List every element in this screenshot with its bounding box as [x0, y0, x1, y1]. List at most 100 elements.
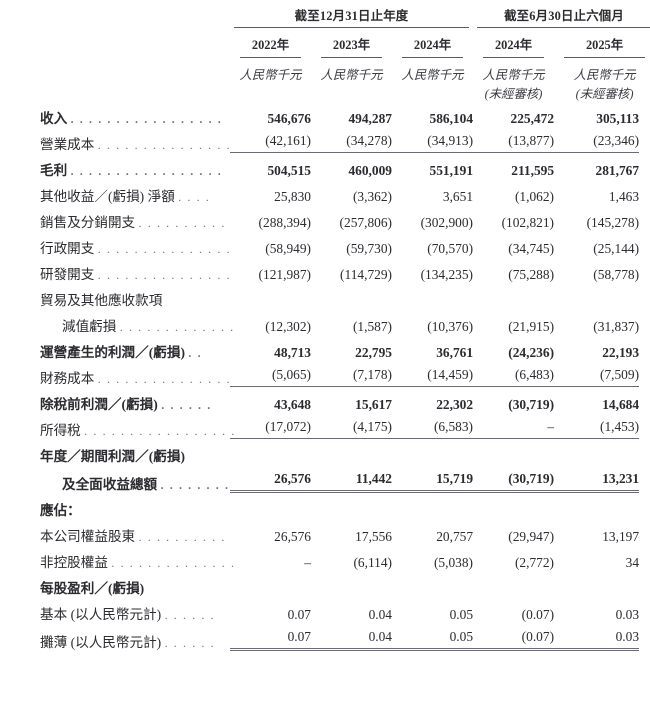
row-value-text: (75,288)	[508, 267, 555, 283]
row-label: 毛利 . . . . . . . . . . . . . . . . .	[0, 156, 230, 182]
row-value: 225,472	[473, 104, 555, 130]
row-value: 0.03	[554, 600, 650, 626]
row-value-text: 15,719	[392, 471, 474, 494]
header-col-year-2: 2024年	[392, 30, 473, 60]
row-value-text: 43,648	[274, 397, 311, 413]
row-label: 運營產生的利潤／(虧損) . .	[0, 338, 230, 364]
row-value-text: 504,515	[267, 163, 311, 179]
row-value-text: 0.04	[368, 607, 392, 623]
table-row: 其他收益／(虧損) 淨額 . . . . 25,830 (3,362) 3,651 (1…	[0, 182, 650, 208]
row-value-text: 20,757	[436, 529, 474, 545]
row-value: (34,745)	[473, 234, 554, 260]
header-corner-cell-3	[0, 60, 230, 104]
row-value: (2,772)	[473, 548, 554, 574]
row-value: 48,713	[230, 338, 311, 364]
header-group-halfyear-label: 截至6月30日止六個月	[477, 6, 650, 28]
row-value: (5,065)	[230, 364, 311, 390]
row-value-text: 13,231	[554, 471, 640, 494]
row-value: (134,235)	[392, 260, 473, 286]
row-value	[230, 496, 311, 522]
table-body: 收入 . . . . . . . . . . . . . . . . . 546,…	[0, 104, 650, 654]
row-value: 43,648	[230, 390, 311, 416]
row-value-text: (42,161)	[230, 133, 311, 154]
row-value-text: (114,729)	[340, 267, 392, 283]
row-value: (58,949)	[230, 234, 311, 260]
row-value: 22,795	[311, 338, 392, 364]
row-value: 13,231	[554, 468, 650, 496]
row-value-text: 305,113	[596, 111, 640, 127]
row-value-text: 546,676	[267, 111, 311, 127]
table-row: 減值虧損 . . . . . . . . . . . . . (12,302) (1…	[0, 312, 650, 338]
row-value-text: (134,235)	[420, 267, 474, 283]
row-value: (4,175)	[311, 416, 392, 442]
header-col-unit-0: 人民幣千元	[239, 68, 302, 82]
row-label: 減值虧損 . . . . . . . . . . . . .	[0, 312, 233, 338]
row-value-text: (59,730)	[346, 241, 392, 257]
table-row: 行政開支 . . . . . . . . . . . . . . . (58,94…	[0, 234, 650, 260]
row-value-text: 17,556	[355, 529, 392, 545]
row-value: 15,719	[392, 468, 474, 496]
table-row: 本公司權益股東 . . . . . . . . . . 26,576 17,556 2…	[0, 522, 650, 548]
row-value-text: 26,576	[230, 471, 311, 494]
row-value: (6,483)	[473, 364, 555, 390]
row-label: 及全面收益總額 . . . . . . . .	[0, 468, 230, 496]
row-value	[311, 496, 392, 522]
table-row: 每股盈利／(虧損)	[0, 574, 650, 600]
row-value-text: 460,009	[348, 163, 392, 179]
row-value: (0.07)	[473, 626, 555, 654]
row-label-text: 除稅前利潤／(虧損)	[40, 397, 158, 413]
row-label-text: 每股盈利／(虧損)	[40, 581, 145, 597]
table-row: 研發開支 . . . . . . . . . . . . . . . (121,9…	[0, 260, 650, 286]
row-value-text: (7,178)	[311, 367, 392, 388]
row-value-text: (13,877)	[473, 133, 555, 154]
row-label-text: 應佔：	[40, 503, 81, 519]
row-value-text: (5,038)	[433, 555, 474, 571]
row-value-text: 0.07	[230, 629, 311, 652]
row-leader-dots: . . . .	[178, 190, 211, 205]
header-col-unit-1: 人民幣千元	[320, 68, 383, 82]
row-leader-dots: . . . . . .	[164, 608, 216, 623]
row-value: (114,729)	[311, 260, 392, 286]
row-label-text: 所得稅	[40, 423, 81, 439]
row-value: (30,719)	[473, 468, 555, 496]
row-value: (12,302)	[230, 312, 311, 338]
row-value: 11,442	[311, 468, 392, 496]
row-value-text: (25,144)	[593, 241, 640, 257]
row-value-text: 25,830	[274, 189, 311, 205]
row-label-text: 本公司權益股東	[40, 529, 136, 545]
row-value-text: (70,570)	[427, 241, 474, 257]
row-value-text: (2,772)	[514, 555, 555, 571]
row-label: 年度／期間利潤／(虧損)	[0, 442, 230, 468]
row-value	[554, 442, 650, 468]
table-row: 運營產生的利潤／(虧損) . . 48,713 22,795 36,761 (24,23…	[0, 338, 650, 364]
row-value: –	[230, 548, 311, 574]
row-label-text: 其他收益／(虧損) 淨額	[40, 189, 175, 205]
row-leader-dots: . . . . . . . . . .	[138, 216, 226, 231]
row-leader-dots: . . . . . . . . . . . . . . .	[97, 268, 232, 283]
table-row: 年度／期間利潤／(虧損)	[0, 442, 650, 468]
table-header: 截至12月31日止年度 截至6月30日止六個月 2022年 2023年 2024…	[0, 0, 650, 104]
row-value: (257,806)	[311, 208, 392, 234]
row-value-text: 586,104	[429, 111, 474, 127]
row-value-text: 0.05	[449, 607, 474, 623]
row-value-text: 0.03	[615, 607, 640, 623]
header-group-years: 截至12月31日止年度	[230, 0, 473, 30]
row-value-text: 3,651	[442, 189, 474, 205]
row-value-text: (5,065)	[230, 367, 311, 388]
row-value-text: 22,302	[436, 397, 474, 413]
row-value-text: 36,761	[436, 345, 474, 361]
row-value: (42,161)	[230, 130, 311, 156]
row-leader-dots: . . . . . . . . . . . . . . .	[97, 242, 232, 257]
row-value: 26,576	[230, 522, 311, 548]
row-value	[392, 286, 473, 312]
row-value: 14,684	[554, 390, 650, 416]
table-row: 非控股權益 . . . . . . . . . . . . . . – (6,114…	[0, 548, 650, 574]
row-label: 研發開支 . . . . . . . . . . . . . . .	[0, 260, 230, 286]
row-value-text: (1,587)	[352, 319, 392, 335]
row-value-text: 11,442	[311, 471, 392, 494]
row-label: 銷售及分銷開支 . . . . . . . . . .	[0, 208, 230, 234]
row-value: (17,072)	[230, 416, 311, 442]
row-value: 305,113	[554, 104, 650, 130]
row-value-text: (0.07)	[473, 629, 555, 652]
row-value: 586,104	[392, 104, 474, 130]
